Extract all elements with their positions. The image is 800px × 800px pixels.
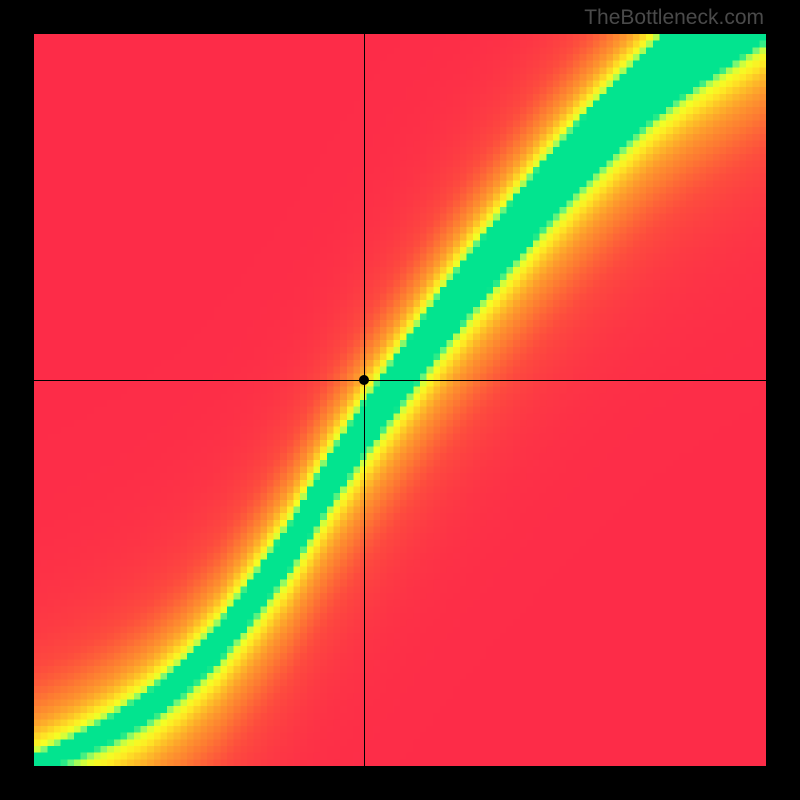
crosshair-horizontal [34, 380, 766, 381]
watermark-text: TheBottleneck.com [584, 6, 764, 30]
marker-dot [359, 375, 369, 385]
heatmap-canvas [34, 34, 766, 766]
heatmap-plot [34, 34, 766, 766]
crosshair-vertical [364, 34, 365, 766]
